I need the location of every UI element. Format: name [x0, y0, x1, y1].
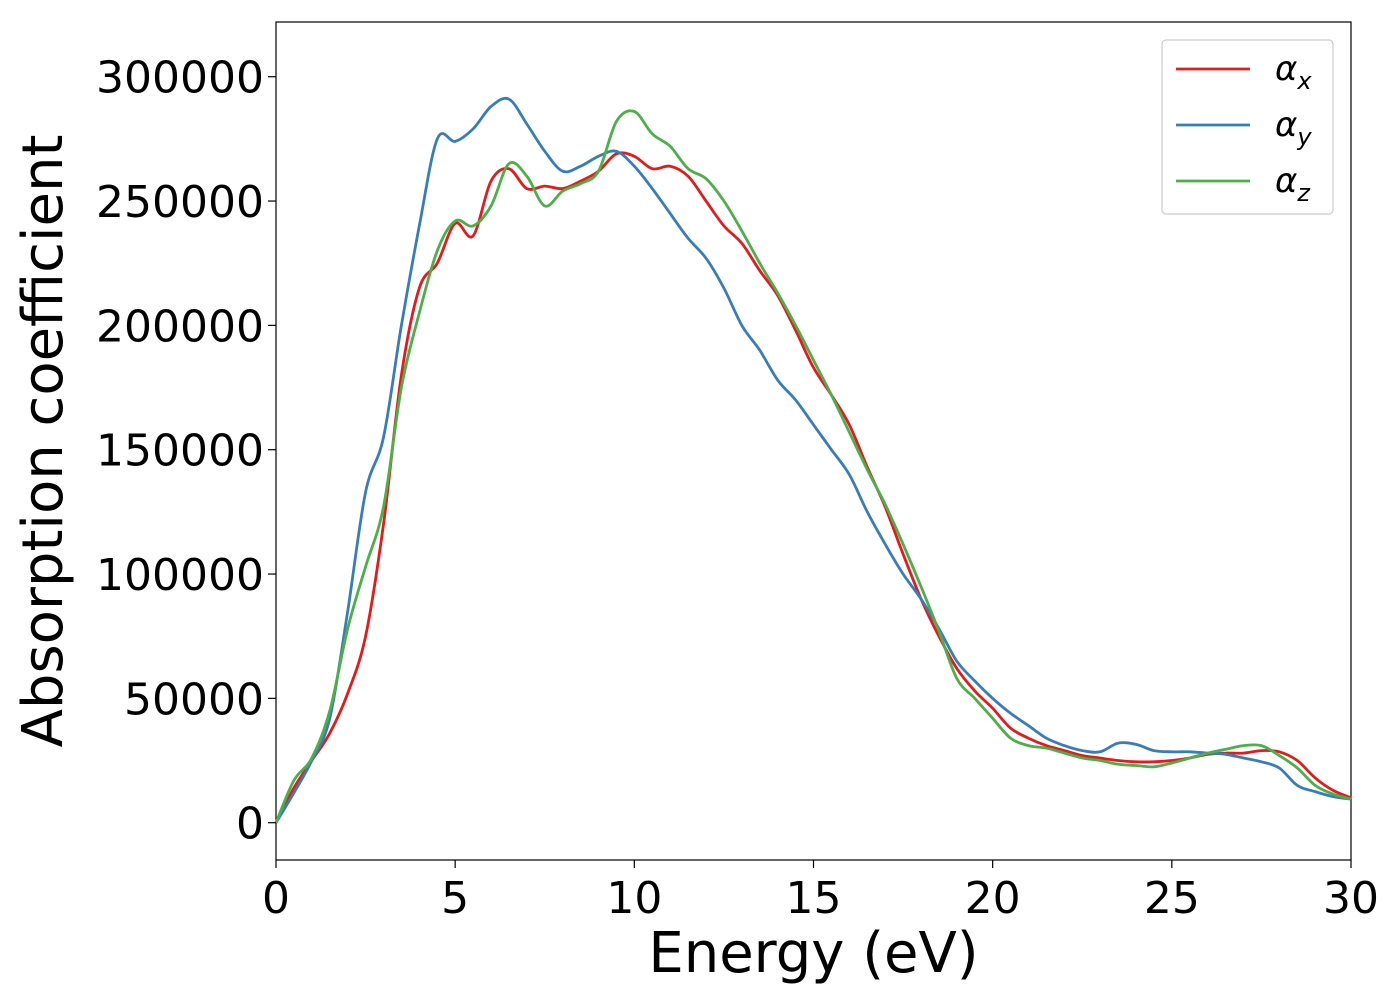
x-axis-ticks: 0 5 10 15 20 25 30 [262, 860, 1379, 924]
x-tick-label: 25 [1144, 873, 1200, 924]
y-axis-title: Absorption coefficient [11, 135, 76, 748]
x-tick-label: 30 [1323, 873, 1379, 924]
legend-label-x: αx [1275, 49, 1312, 95]
legend-label-base: α [1275, 105, 1297, 145]
x-tick-label: 0 [262, 873, 290, 924]
legend-label-z: αz [1275, 161, 1311, 207]
series-lines [274, 96, 1352, 824]
y-tick-label: 0 [236, 799, 264, 850]
x-tick-label: 5 [441, 873, 469, 924]
x-tick-label: 15 [786, 873, 842, 924]
y-tick-label: 150000 [96, 426, 264, 477]
legend-label-subscript: x [1296, 67, 1312, 95]
series-line-z [274, 109, 1352, 824]
legend-label-base: α [1275, 49, 1297, 89]
y-tick-label: 100000 [96, 550, 264, 601]
x-axis-title: Energy (eV) [648, 921, 978, 986]
x-tick-label: 10 [606, 873, 662, 924]
legend-label-subscript: y [1296, 123, 1312, 151]
y-axis-ticks: 0 50000 100000 150000 200000 250000 300000 [96, 53, 276, 850]
y-tick-label: 200000 [96, 301, 264, 352]
series-line-y [274, 96, 1352, 824]
legend-label-base: α [1275, 161, 1297, 201]
y-tick-label: 50000 [124, 674, 264, 725]
y-tick-label: 250000 [96, 177, 264, 228]
series-line-x [274, 151, 1352, 824]
x-tick-label: 20 [965, 873, 1021, 924]
legend-label-y: αy [1275, 105, 1312, 151]
legend-label-subscript: z [1296, 179, 1311, 207]
y-tick-label: 300000 [96, 53, 264, 104]
legend-box [1161, 39, 1334, 215]
